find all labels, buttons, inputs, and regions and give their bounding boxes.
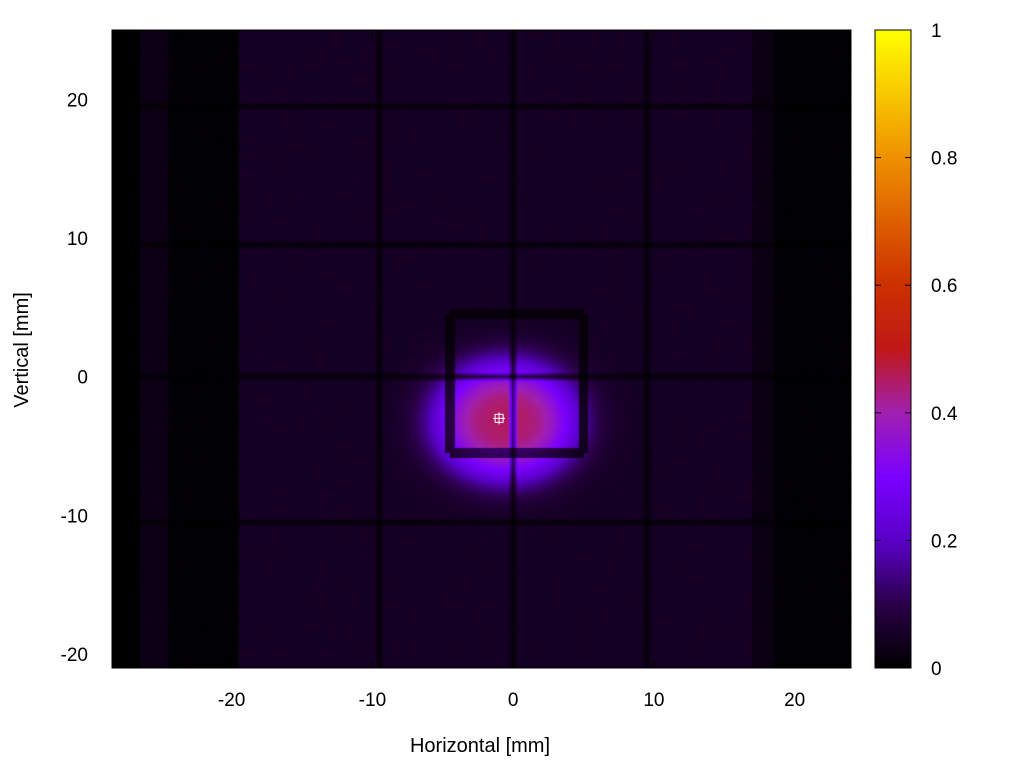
colorbar-tick-label: 0.2 <box>931 531 957 552</box>
y-tick-label: 0 <box>77 368 88 389</box>
colorbar-tick-label: 1 <box>931 21 942 42</box>
heatmap-image <box>112 30 851 668</box>
colorbar: 0 0.2 0.4 0.6 0.8 1 <box>875 21 958 680</box>
x-tick-label: -10 <box>359 690 386 711</box>
colorbar-tick-label: 0 <box>931 659 942 680</box>
colorbar-tick-label: 0.4 <box>931 404 958 425</box>
x-axis-label: Horizontal [mm] <box>410 735 550 757</box>
x-tick-label: 20 <box>784 690 805 711</box>
x-tick-label: 10 <box>643 690 664 711</box>
y-tick-label: -20 <box>61 645 88 666</box>
y-tick-label: 20 <box>67 90 88 111</box>
colorbar-tick-label: 0.6 <box>931 276 957 297</box>
x-tick-label: -20 <box>218 690 245 711</box>
colorbar-gradient <box>875 30 911 668</box>
y-axis-label: Vertical [mm] <box>11 292 33 408</box>
colorbar-tick-label: 0.8 <box>931 149 957 170</box>
y-tick-label: 10 <box>67 229 88 250</box>
x-tick-label: 0 <box>508 690 519 711</box>
plot-area <box>112 30 851 668</box>
centroid-marker <box>493 412 505 424</box>
y-tick-label: -10 <box>61 506 88 527</box>
